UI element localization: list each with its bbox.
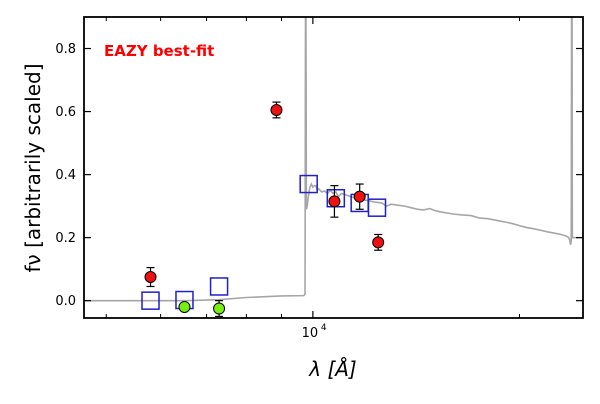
- observed-nondetection-point: [213, 302, 226, 315]
- y-axis-label: fν [arbitrarily scaled]: [21, 64, 45, 273]
- y-tick-label: 0.8: [55, 42, 76, 57]
- x-tick-exponent: 4: [321, 323, 327, 333]
- observed-detection-point: [353, 190, 366, 203]
- model-photometry-square: [299, 174, 318, 194]
- model-photometry-square: [141, 291, 160, 310]
- plot-frame: [83, 16, 584, 319]
- model-photometry-square: [367, 198, 387, 217]
- observed-detection-point: [144, 271, 157, 284]
- y-tick-label: 0.6: [55, 105, 76, 120]
- y-tick-label: 0.4: [55, 168, 76, 183]
- y-tick-label: 0.2: [55, 231, 76, 246]
- model-photometry-square: [209, 277, 229, 296]
- observed-detection-point: [270, 103, 283, 116]
- y-tick-label: 0.0: [55, 294, 76, 309]
- observed-nondetection-point: [178, 300, 191, 313]
- x-axis-label: λ [Å]: [308, 357, 356, 381]
- x-tick-label: 10: [302, 326, 319, 341]
- annotation-label: EAZY best-fit: [104, 42, 214, 60]
- observed-detection-point: [372, 236, 385, 249]
- observed-detection-point: [328, 195, 341, 208]
